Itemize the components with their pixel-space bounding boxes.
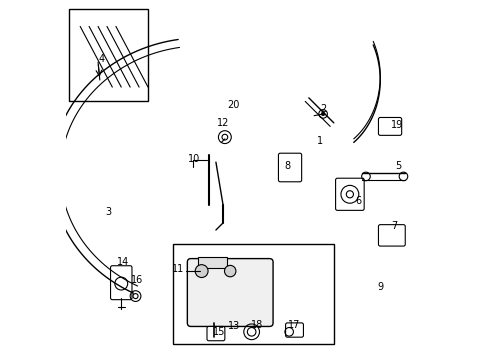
Text: 9: 9 bbox=[376, 282, 383, 292]
Text: 16: 16 bbox=[131, 275, 143, 285]
Text: 19: 19 bbox=[390, 120, 403, 130]
Text: 20: 20 bbox=[227, 100, 240, 110]
FancyBboxPatch shape bbox=[285, 323, 303, 337]
Bar bbox=[69, 9, 148, 102]
Text: 8: 8 bbox=[284, 161, 290, 171]
Circle shape bbox=[224, 265, 235, 277]
Text: 3: 3 bbox=[105, 207, 112, 217]
Text: 11: 11 bbox=[171, 264, 183, 274]
FancyBboxPatch shape bbox=[378, 225, 405, 246]
Text: 12: 12 bbox=[217, 118, 229, 128]
FancyBboxPatch shape bbox=[335, 178, 364, 210]
FancyBboxPatch shape bbox=[206, 327, 224, 341]
Circle shape bbox=[321, 112, 324, 116]
Text: 6: 6 bbox=[355, 197, 361, 206]
Text: 10: 10 bbox=[188, 154, 200, 163]
Text: 1: 1 bbox=[316, 136, 322, 146]
FancyBboxPatch shape bbox=[187, 258, 272, 327]
Text: 4: 4 bbox=[99, 54, 104, 64]
Text: 18: 18 bbox=[250, 320, 263, 330]
Text: 15: 15 bbox=[213, 327, 225, 337]
Text: 2: 2 bbox=[319, 104, 325, 113]
Text: 7: 7 bbox=[390, 221, 396, 231]
Text: 14: 14 bbox=[117, 257, 129, 267]
Text: 5: 5 bbox=[394, 161, 401, 171]
Bar bbox=[198, 257, 226, 267]
Circle shape bbox=[195, 265, 207, 278]
Bar bbox=[173, 244, 333, 344]
FancyBboxPatch shape bbox=[110, 266, 132, 300]
FancyBboxPatch shape bbox=[278, 153, 301, 182]
Text: 17: 17 bbox=[288, 320, 300, 330]
Text: 13: 13 bbox=[227, 321, 240, 332]
FancyBboxPatch shape bbox=[378, 117, 401, 135]
